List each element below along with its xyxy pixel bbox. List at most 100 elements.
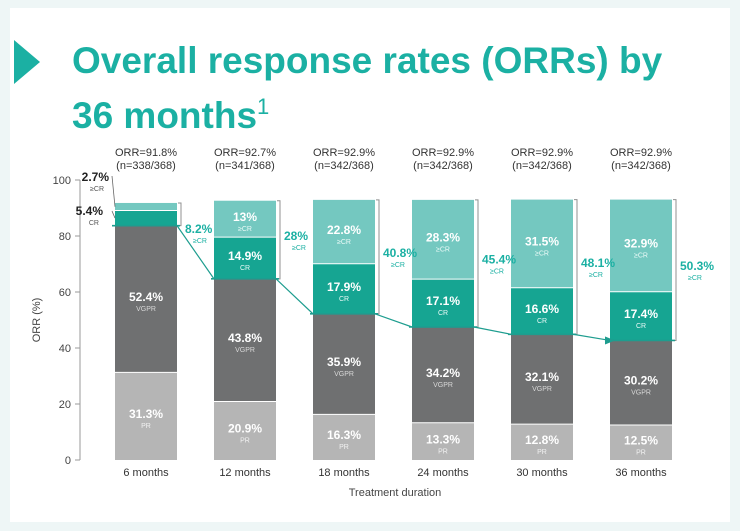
ge-cr-value-label: 50.3% <box>680 259 714 273</box>
segment-value-label: 5.4% <box>76 204 104 218</box>
bar-segment-scr <box>511 199 573 288</box>
bar-segment-scr <box>115 202 177 211</box>
y-tick-label: 60 <box>59 287 71 299</box>
segment-sublabel: CR <box>438 310 448 317</box>
ge-cr-sublabel: ≥CR <box>193 238 207 245</box>
bar-segment-pr <box>313 414 375 460</box>
y-tick-label: 40 <box>59 343 71 355</box>
segment-value-label: 28.3% <box>426 231 460 245</box>
bar-segment-vgpr <box>214 278 276 402</box>
bar-segment-pr <box>511 424 573 460</box>
page-title: Overall response rates (ORRs) by 36 mont… <box>72 38 692 139</box>
ge-cr-sublabel: ≥CR <box>490 268 504 275</box>
y-tick-label: 80 <box>59 231 71 243</box>
segment-value-label: 17.4% <box>624 307 658 321</box>
segment-value-label: 34.2% <box>426 366 460 380</box>
orr-label: ORR=92.9% <box>412 147 474 159</box>
segment-sublabel: ≥CR <box>436 247 450 254</box>
ge-cr-bracket <box>673 199 677 341</box>
x-tick-label: 36 months <box>615 467 667 479</box>
page-title-text: Overall response rates (ORRs) by 36 mont… <box>72 40 663 136</box>
y-tick-label: 20 <box>59 399 71 411</box>
segment-sublabel: VGPR <box>334 371 354 378</box>
x-tick-label: 6 months <box>123 467 169 479</box>
segment-sublabel: VGPR <box>235 347 255 354</box>
segment-value-label: 14.9% <box>228 249 262 263</box>
segment-sublabel: CR <box>89 220 99 227</box>
segment-value-label: 22.8% <box>327 223 361 237</box>
segment-value-label: 30.2% <box>624 374 658 388</box>
leader-line <box>111 175 116 207</box>
ge-cr-sublabel: ≥CR <box>391 262 405 269</box>
segment-sublabel: VGPR <box>532 386 552 393</box>
bar-segment-pr <box>412 422 474 460</box>
bar-segment-cr <box>511 287 573 335</box>
ge-cr-value-label: 40.8% <box>383 246 417 260</box>
n-label: (n=342/368) <box>413 160 473 172</box>
orr-label: ORR=92.7% <box>214 147 276 159</box>
bar-segment-vgpr <box>313 313 375 415</box>
segment-sublabel: PR <box>537 449 547 456</box>
bar-segment-cr <box>313 263 375 314</box>
segment-sublabel: VGPR <box>136 306 156 313</box>
segment-value-label: 12.5% <box>624 434 658 448</box>
segment-value-label: 32.1% <box>525 370 559 384</box>
ge-cr-bracket <box>475 199 479 328</box>
n-label: (n=342/368) <box>512 160 572 172</box>
y-tick-label: 0 <box>65 455 71 467</box>
bar-segment-scr <box>313 199 375 264</box>
y-tick-label: 100 <box>53 175 71 187</box>
ge-cr-value-label: 8.2% <box>185 222 213 236</box>
segment-sublabel: CR <box>240 265 250 272</box>
ge-cr-value-label: 28% <box>284 229 308 243</box>
segment-sublabel: PR <box>438 448 448 455</box>
bar-segment-vgpr <box>412 327 474 423</box>
segment-sublabel: ≥CR <box>634 253 648 260</box>
segment-value-label: 31.5% <box>525 235 559 249</box>
segment-value-label: 13.3% <box>426 432 460 446</box>
bar-segment-vgpr <box>511 334 573 425</box>
segment-sublabel: CR <box>537 318 547 325</box>
leader-line <box>111 210 116 219</box>
segment-value-label: 12.8% <box>525 433 559 447</box>
segment-sublabel: VGPR <box>433 382 453 389</box>
segment-value-label: 20.9% <box>228 422 262 436</box>
segment-sublabel: PR <box>339 444 349 451</box>
n-label: (n=342/368) <box>314 160 374 172</box>
orr-label: ORR=92.9% <box>610 147 672 159</box>
segment-sublabel: ≥CR <box>337 239 351 246</box>
bar-segment-scr <box>214 200 276 238</box>
bar-segment-vgpr <box>115 225 177 373</box>
segment-sublabel: ≥CR <box>535 251 549 258</box>
orr-label: ORR=92.9% <box>313 147 375 159</box>
orr-label: ORR=91.8% <box>115 147 177 159</box>
bar-segment-pr <box>214 401 276 460</box>
segment-value-label: 2.7% <box>82 170 110 184</box>
cr-trend-arrow <box>115 225 615 345</box>
ge-cr-bracket <box>376 199 380 315</box>
orr-label: ORR=92.9% <box>511 147 573 159</box>
bar-segment-scr <box>412 199 474 280</box>
bar-segment-cr <box>214 237 276 279</box>
ge-cr-sublabel: ≥CR <box>292 245 306 252</box>
bar-segment-cr <box>412 279 474 327</box>
x-axis-label: Treatment duration <box>349 487 442 499</box>
x-tick-label: 18 months <box>318 467 370 479</box>
title-arrow-icon <box>14 40 40 84</box>
y-axis-label: ORR (%) <box>31 298 43 343</box>
bar-segment-pr <box>115 372 177 460</box>
ge-cr-bracket <box>574 199 578 335</box>
segment-value-label: 17.9% <box>327 280 361 294</box>
ge-cr-bracket <box>178 202 182 227</box>
ge-cr-sublabel: ≥CR <box>589 272 603 279</box>
title-footnote-marker: 1 <box>257 94 270 119</box>
n-label: (n=341/368) <box>215 160 275 172</box>
n-label: (n=338/368) <box>116 160 176 172</box>
segment-sublabel: PR <box>141 423 151 430</box>
bar-segment-cr <box>115 210 177 226</box>
segment-value-label: 52.4% <box>129 290 163 304</box>
x-tick-label: 30 months <box>516 467 568 479</box>
segment-value-label: 16.3% <box>327 428 361 442</box>
segment-value-label: 17.1% <box>426 294 460 308</box>
